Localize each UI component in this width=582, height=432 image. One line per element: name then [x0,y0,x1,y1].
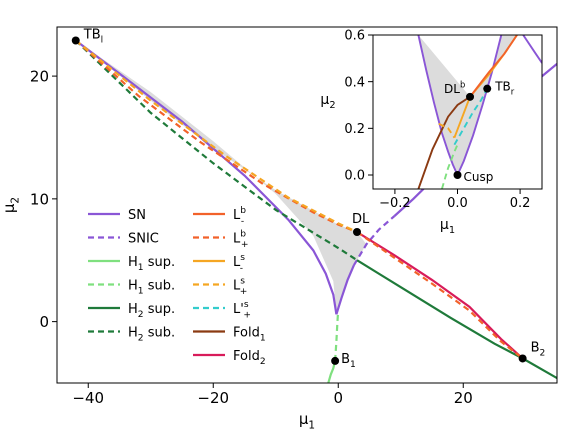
main-frame [56,26,558,384]
main-point-label: B2 [531,340,546,358]
inset-series-h1-sub [440,144,459,189]
main-series-sn-upper [75,39,338,315]
inset-ytick-label: 0.6 [344,29,365,44]
inset-ytick-label: 0.2 [344,122,365,137]
legend-label: SNIC [128,232,159,247]
main-series-fold2 [356,231,524,360]
main-xlabel: μ1 [299,410,315,432]
main-point-b [518,354,527,363]
inset-series-sn-right [456,35,503,176]
main-xtick-label: −40 [72,389,104,407]
main-point-label: B1 [341,352,356,370]
main-point-label: TBl [83,28,103,46]
legend-label: Lb + [233,230,248,250]
inset-plot-area [373,35,542,189]
main-series-h1-sub [334,314,339,361]
main-point-dl [353,228,361,237]
legend-label: H2 sub. [128,326,175,344]
main-point-label: DL [352,212,370,227]
legend-label: H1 sup. [128,255,175,273]
inset-chart: −0.2 0.0 0.2 0.0 0.2 0.4 0.6 μ1 μ2 DLb TBr Cusp [320,29,543,236]
inset-series-sn-top [522,35,542,64]
main-series-snic [352,215,396,266]
main-bistable-region [75,40,367,315]
legend-label: Lb - [233,206,246,226]
legend-label: L's + [233,300,251,320]
legend-label: H1 sub. [128,279,175,297]
inset-point-dl [466,92,475,101]
main-series-lb-right [356,231,524,360]
inset-series-lsp-prime [453,88,489,146]
inset-point-cusp [453,171,462,179]
inset-ytick-label: 0.0 [344,169,365,184]
inset-xtick-label: 0.0 [447,196,468,211]
inset-xtick-label: 0.2 [510,196,531,211]
inset-series-ls-plus [438,122,456,139]
inset-xtick-label: −0.2 [379,196,411,211]
main-series-h2-sub [75,39,358,262]
inset-xlabel: μ1 [440,217,455,236]
main-xtick-label: 20 [454,389,473,407]
inset-series-lb-minus [469,35,518,98]
main-series-ls-plus [75,39,358,233]
inset-point-label: Cusp [464,170,494,184]
inset-ytick-label: 0.4 [344,75,365,90]
inset-point-label: DLb [444,79,465,95]
legend-label: Ls - [233,253,245,273]
main-series-h2-sup [356,259,557,380]
main-point-b [331,356,340,365]
legend: SN SNIC H1 sup. H1 sub. H2 sup. H2 sub. Lb - Lb +… [88,206,266,367]
inset-ylabel: μ2 [320,92,335,111]
legend-label: Fold1 [233,326,266,344]
main-xtick-label: −20 [197,389,229,407]
main-ytick-label: 10 [30,190,49,208]
main-point-tb [71,36,80,45]
inset-point-tb [483,84,492,93]
main-ytick-label: 20 [30,68,49,86]
main-series-sn-lower [335,264,355,315]
legend-label: Fold2 [233,349,266,367]
main-ytick-label: 0 [39,313,49,331]
inset-point-label: TBr [494,80,515,97]
inset-series-fold1 [417,96,471,189]
legend-label: Ls + [233,277,247,297]
legend-label: H2 sup. [128,302,175,320]
legend-label: SN [128,208,146,223]
inset-series-sn-left [417,35,459,176]
main-xtick-label: 0 [333,389,343,407]
main-ylabel: μ2 [0,197,22,213]
